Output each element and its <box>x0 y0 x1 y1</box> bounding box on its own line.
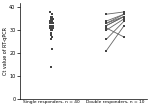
Point <box>123 13 125 15</box>
Y-axis label: Ct value of RT-qPCR: Ct value of RT-qPCR <box>3 27 8 75</box>
Point <box>50 18 53 20</box>
Point <box>51 20 53 22</box>
Point <box>52 25 54 27</box>
Point <box>49 20 51 22</box>
Point <box>52 18 54 20</box>
Point <box>123 16 125 17</box>
Point <box>50 66 52 68</box>
Point <box>123 36 125 38</box>
Point <box>51 22 54 24</box>
Point <box>51 36 53 38</box>
Point <box>50 27 53 29</box>
Point <box>123 25 125 27</box>
Point <box>49 11 51 13</box>
Point <box>50 32 53 33</box>
Point <box>49 25 51 27</box>
Point <box>50 29 52 31</box>
Point <box>51 29 53 31</box>
Point <box>51 22 54 24</box>
Point <box>51 36 54 38</box>
Point <box>105 20 107 22</box>
Point <box>50 34 53 36</box>
Point <box>50 32 52 33</box>
Point <box>105 22 107 24</box>
Point <box>50 20 52 22</box>
Point <box>123 11 125 13</box>
Point <box>50 20 53 22</box>
Point <box>51 25 53 27</box>
Point <box>51 29 53 31</box>
Point <box>105 25 107 27</box>
Point <box>105 27 107 29</box>
Point <box>51 16 53 17</box>
Point <box>105 25 107 27</box>
Point <box>123 16 125 17</box>
Point <box>50 48 53 49</box>
Point <box>105 39 107 40</box>
Point <box>105 13 107 15</box>
Point <box>105 29 107 31</box>
Point <box>123 13 125 15</box>
Point <box>123 18 125 20</box>
Point <box>50 16 52 17</box>
Point <box>52 25 54 27</box>
Point <box>105 22 107 24</box>
Point <box>50 34 52 36</box>
Point <box>50 39 52 40</box>
Point <box>49 29 52 31</box>
Point <box>51 27 54 29</box>
Point <box>50 22 52 24</box>
Point <box>105 50 107 52</box>
Point <box>49 22 51 24</box>
Point <box>51 13 54 15</box>
Point <box>50 27 53 29</box>
Point <box>123 20 125 22</box>
Point <box>50 25 52 27</box>
Point <box>50 22 52 24</box>
Point <box>49 25 52 27</box>
Point <box>123 16 125 17</box>
Point <box>49 27 51 29</box>
Point <box>49 25 52 27</box>
Point <box>50 18 53 20</box>
